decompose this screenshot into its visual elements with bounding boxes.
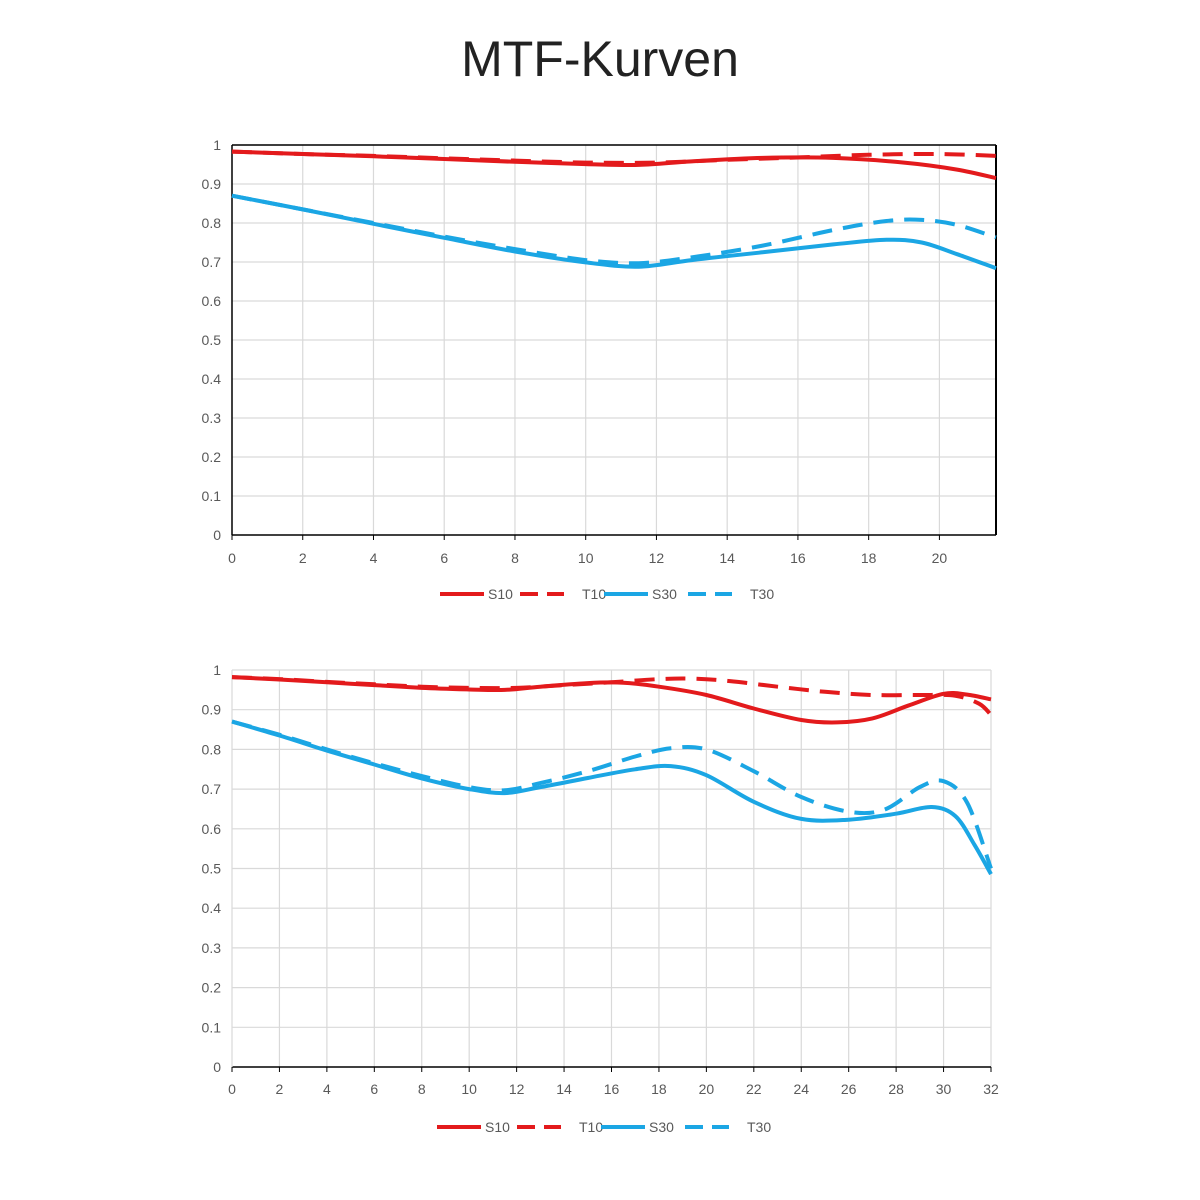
x-tick-label: 18 [861, 550, 877, 566]
y-tick-label: 0.2 [202, 980, 222, 996]
legend-label-s30: S30 [652, 586, 677, 602]
legend-label-t30: T30 [747, 1119, 771, 1135]
mtf-chart-top-svg: 0 2 4 6 8 10 12 14 16 18 20 0 0.1 0.2 0.3 0.4 0.5 0.6 0.7 0… [202, 137, 997, 602]
y-tick-label: 0.1 [202, 1019, 222, 1035]
y-tick-label: 0.6 [202, 821, 222, 837]
x-tick-label: 20 [699, 1081, 715, 1097]
x-tick-label: 0 [228, 1081, 236, 1097]
series-line-s10 [231, 675, 992, 725]
y-tick-label: 0.4 [202, 371, 222, 387]
legend-label-s10: S10 [488, 586, 513, 602]
x-tick-label: 6 [370, 1081, 378, 1097]
series-line-t10 [231, 675, 993, 717]
mtf-chart-bottom: 0 2 4 6 8 10 12 14 16 18 20 22 24 26 28 30 32 0 0.1 0.2 0.3 0… [0, 645, 1200, 1165]
y-tick-label: 1 [213, 137, 221, 153]
y-tick-label: 0.5 [202, 332, 222, 348]
y-tick-label: 0.3 [202, 410, 222, 426]
x-tick-label: 26 [841, 1081, 857, 1097]
x-tick-label: 14 [556, 1081, 572, 1097]
x-tick-label: 22 [746, 1081, 762, 1097]
page-title: MTF-Kurven [461, 31, 739, 87]
legend-label-s10: S10 [485, 1119, 510, 1135]
x-tick-label: 12 [509, 1081, 525, 1097]
x-tick-label: 16 [790, 550, 806, 566]
y-tick-label: 0.6 [202, 293, 222, 309]
x-tick-label: 0 [228, 550, 236, 566]
y-tick-label: 0.8 [202, 741, 222, 757]
mtf-chart-bottom-svg: 0 2 4 6 8 10 12 14 16 18 20 22 24 26 28 30 3200.10.20.30… [202, 662, 999, 1135]
legend-label-t10: T10 [579, 1119, 603, 1135]
y-tick-label: 0.4 [202, 900, 222, 916]
y-tick-label: 0.5 [202, 861, 222, 877]
x-tick-label: 2 [276, 1081, 284, 1097]
x-tick-label: 24 [793, 1081, 809, 1097]
x-tick-label: 12 [649, 550, 665, 566]
x-tick-label: 10 [461, 1081, 477, 1097]
x-tick-label: 14 [719, 550, 735, 566]
legend-label-t30: T30 [750, 586, 774, 602]
series-line-t30 [231, 719, 993, 870]
x-tick-label: 8 [511, 550, 519, 566]
x-tick-label: 2 [299, 550, 307, 566]
x-tick-label: 18 [651, 1081, 667, 1097]
y-tick-label: 0.9 [202, 702, 222, 718]
y-tick-label: 0.2 [202, 449, 222, 465]
x-tick-label: 32 [983, 1081, 999, 1097]
x-tick-label: 6 [440, 550, 448, 566]
x-tick-label: 28 [888, 1081, 904, 1097]
x-tick-label: 20 [932, 550, 948, 566]
y-tick-label: 0.8 [202, 215, 222, 231]
y-tick-label: 0.3 [202, 940, 222, 956]
series-line-t10 [231, 149, 997, 165]
y-tick-label: 0 [213, 1059, 221, 1075]
y-tick-label: 0.1 [202, 488, 222, 504]
x-tick-label: 8 [418, 1081, 426, 1097]
x-tick-label: 10 [578, 550, 594, 566]
y-tick-label: 0.9 [202, 176, 222, 192]
series-line-s30 [231, 719, 993, 876]
legend-label-t10: T10 [582, 586, 606, 602]
x-tick-label: 4 [323, 1081, 331, 1097]
legend-label-s30: S30 [649, 1119, 674, 1135]
series-line-s10 [231, 149, 997, 181]
mtf-chart-top: 0 2 4 6 8 10 12 14 16 18 20 0 0.1 0.2 0.3 0.4 0.5 0.6 0.7 0… [0, 120, 1200, 620]
y-tick-label: 1 [213, 662, 221, 678]
y-tick-label: 0.7 [202, 254, 222, 270]
series-line-s30 [231, 193, 997, 271]
series-line-t30 [231, 193, 997, 266]
y-tick-label: 0.7 [202, 781, 222, 797]
x-tick-label: 30 [936, 1081, 952, 1097]
x-tick-label: 16 [604, 1081, 620, 1097]
x-tick-label: 4 [370, 550, 378, 566]
y-tick-label: 0 [213, 527, 221, 543]
